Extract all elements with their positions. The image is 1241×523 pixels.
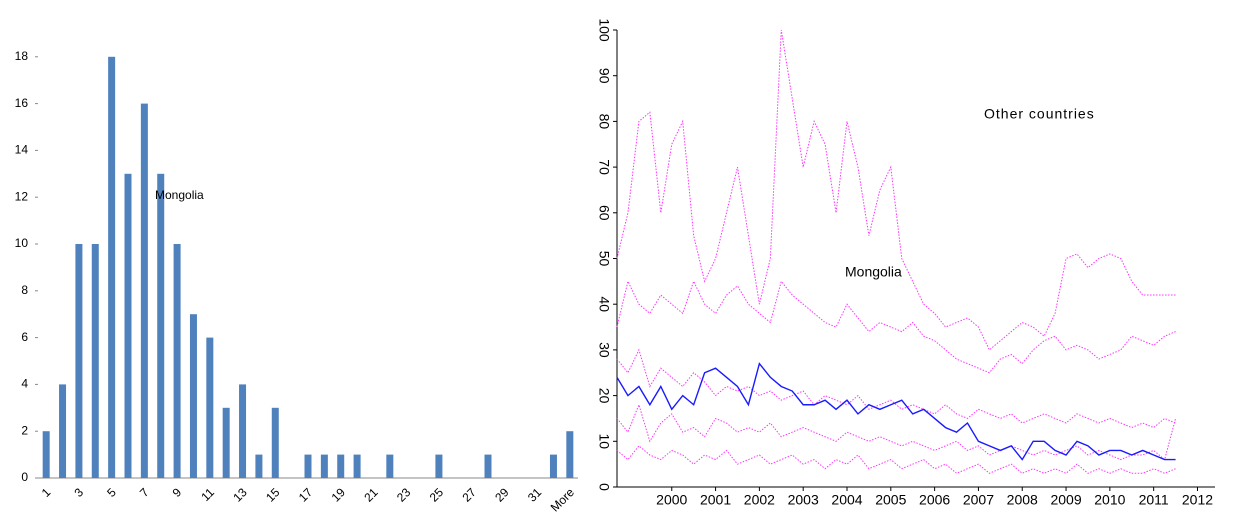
x-tick-label: 31 [525, 485, 545, 505]
bar [255, 454, 263, 478]
y-tick-label: 12 [15, 189, 29, 203]
bar [140, 103, 148, 478]
x-tick-label: 29 [492, 485, 512, 505]
bar [320, 454, 328, 478]
bar [222, 407, 230, 478]
bar [91, 244, 99, 478]
y-tick-label: 100 [596, 18, 612, 42]
other-line [616, 29, 1176, 351]
x-tick-label: 2009 [1050, 492, 1081, 508]
bar [386, 454, 394, 478]
annotation: Mongolia [155, 188, 204, 202]
x-tick-label: 2010 [1094, 492, 1125, 508]
y-tick-label: 0 [596, 483, 612, 491]
bar [549, 454, 557, 478]
other-line [616, 362, 1176, 461]
x-tick-label: 2012 [1182, 492, 1213, 508]
y-tick-label: 0 [21, 470, 28, 484]
bar [304, 454, 312, 478]
other-line [616, 348, 1176, 429]
x-tick-label: 2008 [1007, 492, 1038, 508]
bar [42, 431, 50, 478]
bar [337, 454, 345, 478]
y-tick-label: 10 [15, 236, 29, 250]
x-tick-label: 2002 [744, 492, 775, 508]
y-tick-label: 2 [21, 423, 28, 437]
x-tick-label: 2004 [831, 492, 862, 508]
x-tick-label: 17 [296, 485, 316, 505]
bar [59, 384, 67, 478]
y-tick-label: 60 [596, 205, 612, 221]
y-tick-label: 6 [21, 330, 28, 344]
bar [566, 431, 574, 478]
y-tick-label: 80 [596, 114, 612, 130]
x-tick-label: 13 [230, 485, 250, 505]
other-line [616, 403, 1177, 461]
bar [435, 454, 443, 478]
y-tick-label: 4 [21, 377, 28, 391]
chart: 0 10 20 30 40 50 60 70 80 90 100 2000 2001 2002 2003 20… [596, 18, 1215, 508]
bar [157, 173, 165, 479]
bar [108, 56, 116, 479]
y-tick-label: 16 [15, 96, 29, 110]
y-tick-label: 10 [596, 434, 612, 450]
x-tick-label: 2001 [700, 492, 731, 508]
other-line [616, 445, 1176, 474]
y-tick-label: 8 [21, 283, 28, 297]
annotation: Mongolia [845, 264, 902, 280]
bar [124, 173, 132, 479]
x-tick-label: 19 [329, 485, 349, 505]
bar [484, 454, 492, 478]
x-tick-label: 2000 [656, 492, 687, 508]
x-tick-label: 3 [71, 485, 86, 500]
annotation: Other countries [984, 106, 1095, 122]
x-tick-label: 11 [198, 485, 217, 504]
x-tick-label: 15 [263, 485, 283, 505]
x-tick-label: 21 [361, 485, 381, 505]
y-tick-label: 20 [596, 388, 612, 404]
x-tick-label: 7 [137, 485, 152, 500]
x-tick-label: 9 [170, 485, 185, 500]
y-tick-label: 30 [596, 342, 612, 358]
x-tick-label: 2005 [875, 492, 906, 508]
x-tick-label: 5 [104, 485, 119, 500]
x-tick-label: 25 [427, 485, 447, 505]
y-tick-label: 90 [596, 68, 612, 84]
bar [239, 384, 247, 478]
x-tick-label: 27 [459, 485, 479, 505]
bar [271, 407, 279, 478]
y-tick-label: 40 [596, 296, 612, 312]
bar [353, 454, 361, 478]
bar [173, 244, 181, 478]
x-tick-label: 2007 [963, 492, 994, 508]
x-tick-label: 2006 [919, 492, 950, 508]
x-tick-label: 1 [39, 485, 54, 500]
x-tick-label: More [548, 485, 577, 514]
y-tick-label: 14 [15, 143, 29, 157]
x-tick-label: 2003 [788, 492, 819, 508]
y-tick-label: 18 [15, 49, 29, 63]
bar [75, 244, 83, 478]
other-line [616, 279, 1176, 374]
x-tick-label: 23 [394, 485, 414, 505]
y-tick-label: 50 [596, 251, 612, 267]
y-tick-label: 70 [596, 159, 612, 175]
x-tick-label: 2011 [1139, 492, 1169, 508]
bar [206, 337, 214, 478]
bar [189, 314, 197, 478]
